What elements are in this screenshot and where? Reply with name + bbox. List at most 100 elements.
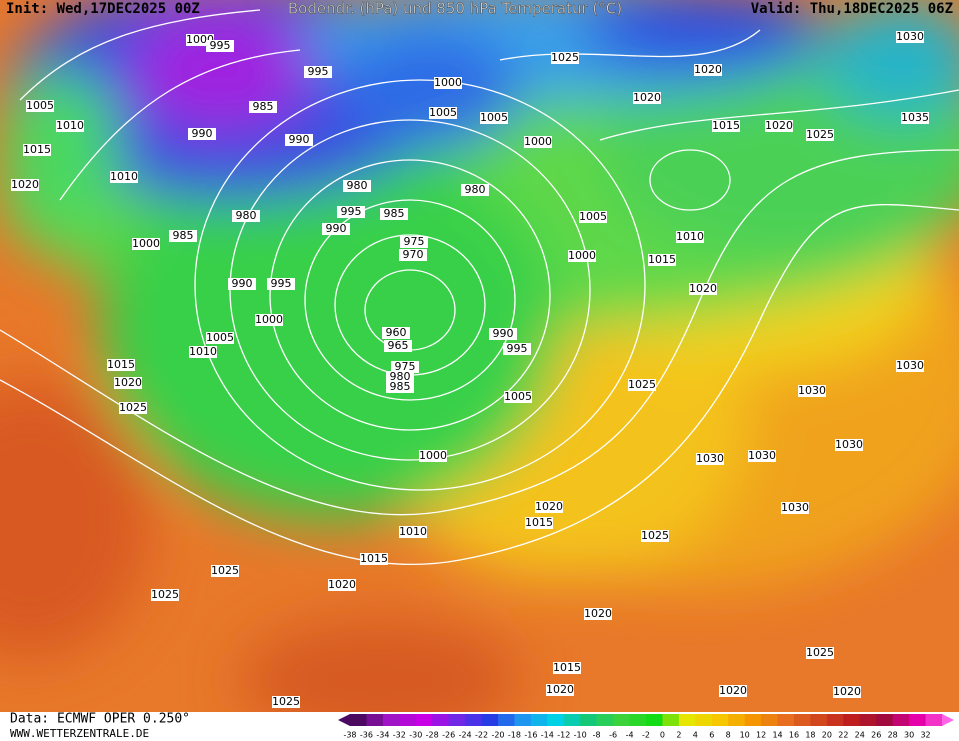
colorbar-label: -8: [593, 731, 601, 740]
isobar-label-box: [584, 608, 612, 620]
colorbar-label: -24: [459, 731, 472, 740]
isobar-label-box: [272, 696, 300, 708]
isobar-label: 995: [341, 205, 362, 218]
colorbar-segment: [399, 714, 417, 726]
isobar-label-box: [896, 360, 924, 372]
colorbar-label: -18: [508, 731, 521, 740]
colorbar-segment: [777, 714, 795, 726]
isobar-label-box: [249, 101, 277, 113]
isobar-label: 975: [395, 360, 416, 373]
colorbar-label: -12: [557, 731, 570, 740]
isobar-label-box: [833, 686, 861, 698]
colorbar-segment: [481, 714, 499, 726]
isobar-label-box: [399, 526, 427, 538]
isobar-label: 1020: [328, 578, 356, 591]
isobar-label-box: [328, 579, 356, 591]
isobar-label: 1035: [901, 111, 929, 124]
isobar-label: 995: [507, 342, 528, 355]
isobar-label-box: [434, 77, 462, 89]
isobar-label: 1025: [628, 378, 656, 391]
isobar-label-box: [110, 171, 138, 183]
isobar-label: 1020: [546, 683, 574, 696]
isobar-label: 1000: [524, 135, 552, 148]
isobar-label: 1030: [896, 30, 924, 43]
isobar-label: 1020: [833, 685, 861, 698]
colorbar-label: -20: [491, 731, 504, 740]
isobar-label-box: [835, 439, 863, 451]
isobar-label-box: [23, 144, 51, 156]
isobar-label: 1020: [535, 500, 563, 513]
colorbar-label: -10: [574, 731, 587, 740]
colorbar-label: -2: [642, 731, 650, 740]
isobar-label: 1030: [696, 452, 724, 465]
isobar-label: 970: [403, 248, 424, 261]
isobar-label-box: [628, 379, 656, 391]
colorbar-segment: [547, 714, 565, 726]
isobar-label-box: [676, 231, 704, 243]
isobar-label: 1015: [23, 143, 51, 156]
isobar-label-box: [712, 120, 740, 132]
isobar-label-box: [391, 361, 419, 373]
isobar-label: 1010: [399, 525, 427, 538]
isobar-label-box: [535, 501, 563, 513]
isobar-label: 995: [308, 65, 329, 78]
isobar-label-box: [694, 64, 722, 76]
colorbar-arrow-left: [338, 714, 350, 726]
isobar-label: 1025: [806, 646, 834, 659]
isobar-label-box: [689, 283, 717, 295]
isobar-label-box: [641, 530, 669, 542]
website: WWW.WETTERZENTRALE.DE: [10, 727, 149, 740]
isobar-label-box: [648, 254, 676, 266]
isobar-label-box: [719, 685, 747, 697]
isobar-label: 985: [253, 100, 274, 113]
isobar-label: 1025: [806, 128, 834, 141]
isobar-label: 1020: [11, 178, 39, 191]
isobar-label: 1010: [189, 345, 217, 358]
colorbar-label: 0: [660, 731, 665, 740]
isobar-label: 1000: [132, 237, 160, 250]
isobar-label: 1020: [765, 119, 793, 132]
colorbar-segment: [794, 714, 811, 726]
colorbar-label: -38: [343, 731, 356, 740]
colorbar-segment: [843, 714, 861, 726]
isobar-label-box: [419, 450, 447, 462]
isobar-label: 1030: [798, 384, 826, 397]
isobar-label: 980: [465, 183, 486, 196]
colorbar-label: 28: [888, 731, 898, 740]
isobar-label-box: [384, 340, 412, 352]
isobar-label-box: [343, 180, 371, 192]
isobar-label-box: [169, 230, 197, 242]
colorbar-label: -6: [609, 731, 617, 740]
isobar-label-box: [524, 136, 552, 148]
colorbar-segment: [448, 714, 466, 726]
isobar-label-box: [228, 278, 256, 290]
isobar-label: 1015: [107, 358, 135, 371]
isobar-label-box: [633, 92, 661, 104]
isobar-label-box: [429, 107, 457, 119]
isobar-label-box: [400, 236, 428, 248]
colorbar-label: -34: [376, 731, 389, 740]
colorbar-label: 6: [709, 731, 714, 740]
colorbar-label: 16: [789, 731, 799, 740]
colorbar-label: 30: [904, 731, 914, 740]
isobar-label: 1025: [551, 51, 579, 64]
isobar-label-box: [151, 589, 179, 601]
colorbar-segment: [646, 714, 663, 726]
colorbar-segment: [761, 714, 779, 726]
isobar-label-box: [119, 402, 147, 414]
isobar-label: 1025: [641, 529, 669, 542]
isobar-label-box: [11, 179, 39, 191]
colorbar-label: 24: [855, 731, 865, 740]
isobar-label-box: [132, 238, 160, 250]
isobar-label-box: [480, 112, 508, 124]
colorbar-arrow-right: [942, 714, 954, 726]
isobar-labels: 1000 995 995 1000 1005 1005 1025 1020 1020 1030 10…: [11, 30, 929, 708]
isobar-label: 980: [236, 209, 257, 222]
valid-time: Valid: Thu,18DEC2025 06Z: [751, 1, 953, 17]
isobar-label: 1005: [429, 106, 457, 119]
colorbar-segment: [498, 714, 515, 726]
isobar-label: 1005: [206, 331, 234, 344]
isobar-label-box: [206, 40, 234, 52]
isobar-label: 990: [289, 133, 310, 146]
colorbar-label: -16: [524, 731, 537, 740]
